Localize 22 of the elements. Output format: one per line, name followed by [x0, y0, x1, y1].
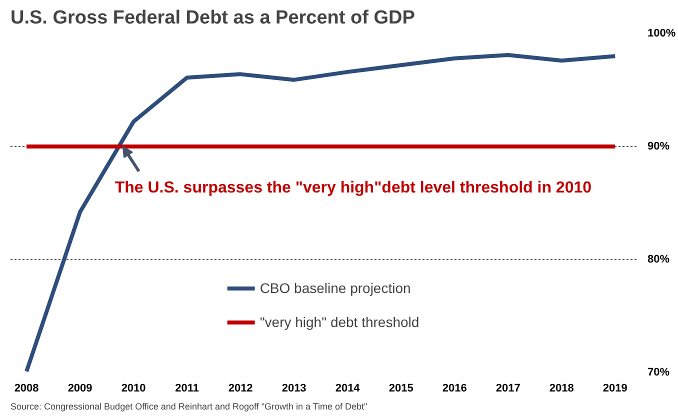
y-tick-label: 80% [648, 254, 670, 266]
x-tick-label: 2015 [388, 382, 414, 394]
legend-label: CBO baseline projection [260, 280, 411, 296]
y-tick-label: 100% [648, 28, 676, 40]
annotation: The U.S. surpasses the "very high"debt level threshold in 2010 [114, 180, 592, 196]
x-tick-label: 2010 [121, 382, 146, 394]
y-tick-label: 90% [648, 140, 670, 152]
x-tick-label: 2016 [442, 382, 467, 394]
x-tick-label: 2019 [602, 382, 628, 394]
line-series [24, 52, 618, 372]
x-tick-label: 2009 [68, 382, 92, 394]
x-tick-label: 2017 [496, 382, 520, 394]
x-tick-label: 2018 [549, 382, 574, 394]
x-tick-label: 2008 [14, 382, 39, 394]
x-tick-label: 2012 [228, 382, 253, 394]
x-tick-label: 2013 [282, 382, 306, 394]
x-tick-label: 2014 [335, 382, 361, 394]
y-tick-label: 70% [648, 366, 670, 378]
x-tick-label: 2011 [175, 382, 200, 394]
legend-label: "very high" debt threshold [260, 314, 420, 330]
chart-title: U.S. Gross Federal Debt as a Percent of GDP [10, 8, 416, 28]
source-note: Source: Congressional Budget Office and Reinhart and Rogoff "Growth in a Time of Debt" [10, 402, 368, 412]
